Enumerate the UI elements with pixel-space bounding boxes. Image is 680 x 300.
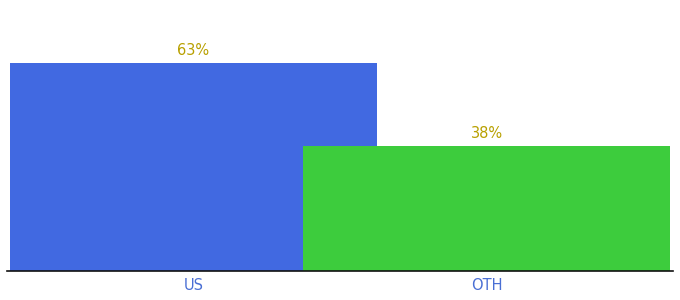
Text: 63%: 63%	[177, 43, 209, 58]
Bar	[303, 146, 670, 271]
Bar	[10, 63, 377, 271]
Text: 38%: 38%	[471, 126, 503, 141]
